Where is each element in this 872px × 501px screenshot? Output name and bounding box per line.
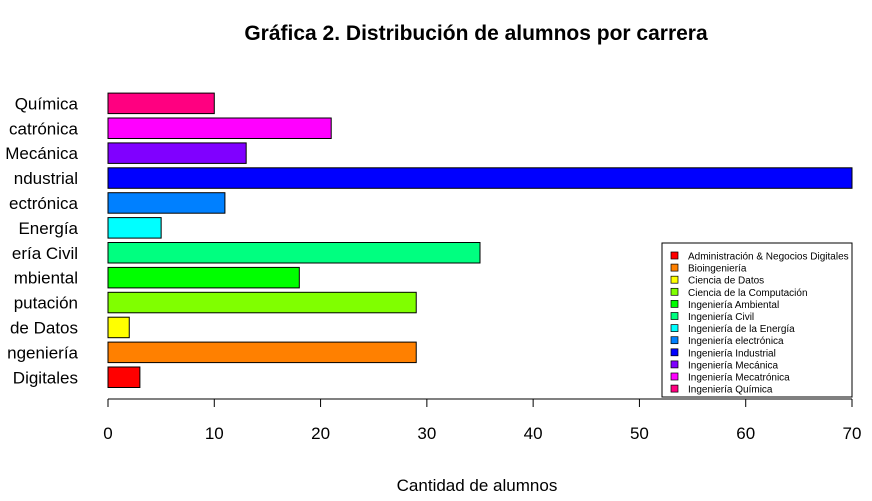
legend-swatch-2: [670, 263, 679, 272]
category-label-2: ngeniería: [7, 343, 78, 362]
x-tick-label-60: 60: [736, 424, 755, 443]
legend-entry-1: Administración & Negocios Digitales: [688, 252, 849, 263]
bar-6: [107, 242, 481, 264]
bar-2: [107, 341, 417, 364]
legend-entry-9: Ingeniería Industrial: [688, 348, 776, 359]
legend-swatch-6: [670, 312, 679, 320]
category-label-7: Energía: [18, 219, 78, 238]
legend-swatch-5: [670, 300, 679, 308]
x-tick-label-50: 50: [630, 424, 649, 443]
bar-8: [107, 192, 226, 214]
x-axis: 0 10 20 30 40 50 60 70: [103, 398, 862, 443]
x-axis-label: Cantidad de alumnos: [397, 476, 558, 495]
category-label-5: mbiental: [14, 269, 78, 288]
legend-entry-7: Ingeniería de la Energía: [688, 324, 795, 335]
category-label-1: Digitales: [13, 368, 78, 387]
legend-entry-6: Ingeniería Civil: [688, 312, 754, 323]
category-label-11: catrónica: [9, 119, 79, 138]
x-tick-label-30: 30: [417, 424, 436, 443]
legend-entry-4: Ciencia de la Computación: [688, 288, 808, 299]
category-label-9: ndustrial: [14, 169, 78, 188]
bars-group: [107, 92, 853, 388]
legend-swatch-3: [670, 275, 679, 284]
bar-9: [107, 167, 853, 189]
category-label-6: ería Civil: [12, 244, 78, 263]
category-label-10: Mecánica: [5, 144, 78, 163]
bar-12: [107, 92, 215, 115]
legend-swatch-10: [670, 360, 679, 369]
x-tick-label-70: 70: [843, 424, 862, 443]
legend-entry-8: Ingeniería electrónica: [688, 336, 784, 347]
legend-swatch-1: [670, 251, 679, 260]
legend-swatch-4: [670, 287, 679, 296]
x-tick-label-10: 10: [205, 424, 224, 443]
legend-swatch-9: [670, 348, 679, 357]
legend-swatch-12: [670, 384, 679, 393]
legend-entry-2: Bioingeniería: [688, 264, 747, 275]
category-label-4: putación: [14, 294, 78, 313]
bar-3: [107, 316, 130, 339]
legend-entry-5: Ingeniería Ambiental: [688, 300, 779, 311]
bar-1: [107, 366, 141, 388]
legend-box: [661, 242, 853, 398]
legend: Administración & Negocios DigitalesBioin…: [661, 242, 853, 398]
bar-7: [107, 217, 162, 239]
legend-entry-3: Ciencia de Datos: [688, 276, 764, 287]
x-tick-label-20: 20: [311, 424, 330, 443]
bar-10: [107, 142, 247, 164]
x-tick-label-40: 40: [524, 424, 543, 443]
legend-entry-11: Ingeniería Mecatrónica: [688, 373, 790, 384]
legend-swatch-8: [670, 336, 679, 345]
category-label-12: Química: [15, 94, 79, 113]
category-label-3: de Datos: [10, 318, 78, 337]
bar-11: [107, 117, 332, 139]
legend-entry-10: Ingeniería Mecánica: [688, 360, 778, 371]
legend-swatch-11: [670, 372, 679, 381]
bar-5: [107, 266, 300, 289]
bar-4: [107, 291, 417, 314]
chart-title: Gráfica 2. Distribución de alumnos por c…: [244, 22, 708, 45]
legend-swatch-7: [670, 324, 679, 332]
category-labels-group: Digitales ngeniería de Datos putación mbient…: [5, 94, 78, 387]
x-tick-label-0: 0: [103, 424, 112, 443]
legend-entry-12: Ingeniería Química: [688, 385, 773, 396]
category-label-8: ectrónica: [9, 194, 79, 213]
